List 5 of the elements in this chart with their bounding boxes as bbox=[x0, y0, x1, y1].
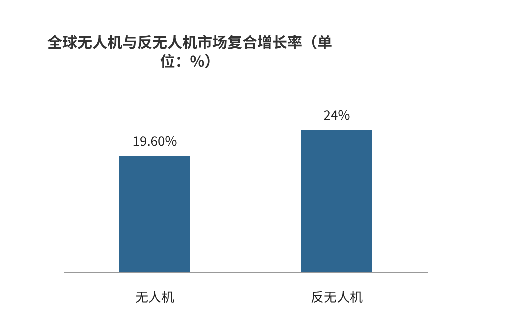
x-tick-label: 反无人机 bbox=[310, 287, 364, 306]
chart-title: 全球无人机与反无人机市场复合增长率（单位：%） bbox=[47, 32, 333, 72]
data-label: 24% bbox=[324, 105, 350, 124]
data-label: 19.60% bbox=[132, 131, 178, 150]
x-tick-label: 无人机 bbox=[135, 287, 175, 306]
